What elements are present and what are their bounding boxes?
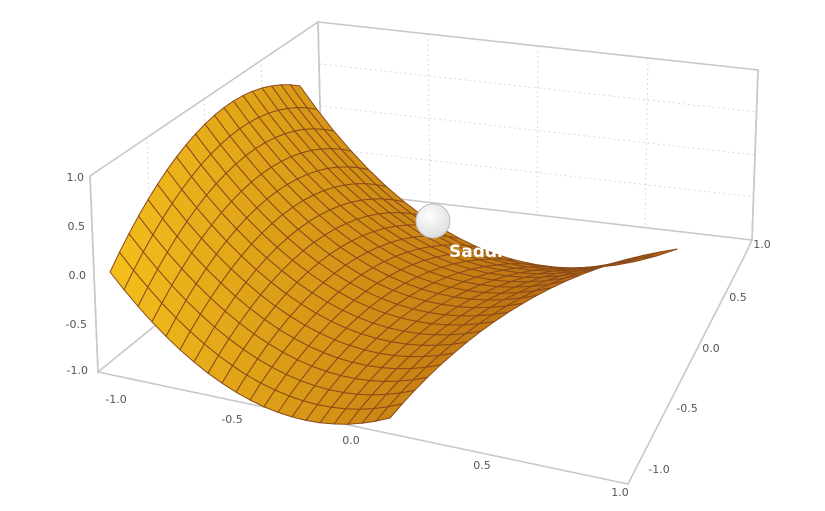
z-tick-label: 0.0 (69, 269, 87, 282)
x-tick-label: 0.5 (473, 459, 491, 472)
y-axis-ticks: -1.0 -0.5 0.0 0.5 1.0 (648, 238, 770, 476)
surface-mesh-cell (640, 248, 678, 259)
x-tick-label: -0.5 (221, 413, 242, 426)
saddle-point-marker (415, 203, 451, 239)
z-axis-ticks: 1.0 0.5 0.0 -0.5 -1.0 (66, 171, 88, 377)
x-axis-ticks: -1.0 -0.5 0.0 0.5 1.0 (105, 393, 628, 499)
y-tick-label: 1.0 (753, 238, 771, 251)
saddle-surface (109, 84, 678, 425)
y-tick-label: -0.5 (676, 402, 697, 415)
plot-box-front (89, 69, 759, 485)
z-tick-label: 1.0 (67, 171, 85, 184)
x-tick-label: 1.0 (611, 486, 629, 499)
x-tick-label: 0.0 (342, 434, 360, 447)
z-tick-label: -1.0 (67, 364, 88, 377)
y-tick-label: -1.0 (648, 463, 669, 476)
x-tick-label: -1.0 (105, 393, 126, 406)
z-tick-label: 0.5 (68, 220, 86, 233)
y-tick-label: 0.5 (729, 291, 747, 304)
z-tick-label: -0.5 (66, 318, 87, 331)
y-tick-label: 0.0 (702, 342, 720, 355)
saddle-point-label: Saddle point (449, 242, 570, 262)
